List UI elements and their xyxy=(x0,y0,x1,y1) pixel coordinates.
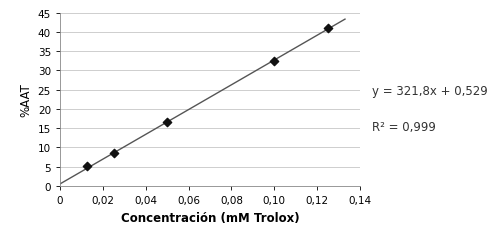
Point xyxy=(324,27,332,31)
Text: R² = 0,999: R² = 0,999 xyxy=(372,121,436,134)
Y-axis label: %AAT: %AAT xyxy=(19,83,32,117)
Point xyxy=(163,121,171,125)
Text: y = 321,8x + 0,529: y = 321,8x + 0,529 xyxy=(372,84,488,97)
Point xyxy=(270,60,278,63)
Point xyxy=(110,152,118,155)
Point xyxy=(83,164,91,168)
X-axis label: Concentración (mM Trolox): Concentración (mM Trolox) xyxy=(120,211,300,224)
